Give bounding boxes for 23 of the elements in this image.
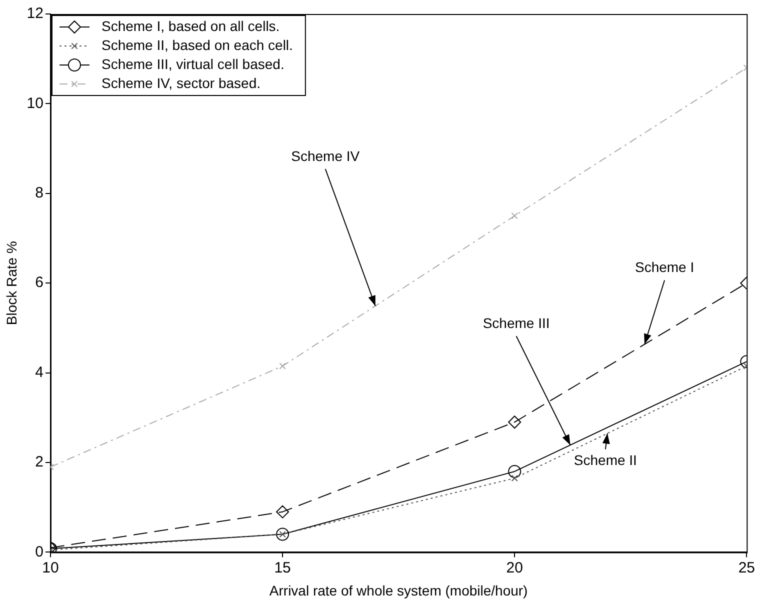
y-tick-label: 8 (35, 184, 44, 202)
legend-label: Scheme II, based on each cell. (101, 36, 293, 53)
point (511, 474, 518, 482)
x-tick-label: 25 (738, 559, 755, 576)
legend-label: Scheme III, virtual cell based. (101, 56, 284, 72)
annotation: Scheme III (482, 314, 550, 331)
y-axis-title: Block Rate % (3, 241, 20, 326)
annotation: Scheme I (634, 259, 694, 276)
y-tick-label: 0 (35, 543, 44, 560)
legend-label: Scheme I, based on all cells. (101, 18, 280, 34)
annotation: Scheme IV (291, 148, 360, 164)
y-tick-label: 10 (26, 94, 44, 112)
x-tick-label: 15 (274, 559, 291, 576)
annotation: Scheme II (574, 452, 637, 468)
x-tick-label: 20 (506, 559, 523, 576)
x-axis-title: Arrival rate of whole system (mobile/hour) (269, 582, 528, 598)
y-tick-label: 12 (26, 5, 44, 22)
legend-label: Scheme IV, sector based. (101, 74, 261, 91)
point (511, 212, 518, 220)
y-tick-label: 4 (35, 364, 44, 381)
y-tick-label: 6 (35, 274, 44, 292)
y-tick-label: 2 (35, 454, 44, 471)
point (279, 362, 286, 370)
